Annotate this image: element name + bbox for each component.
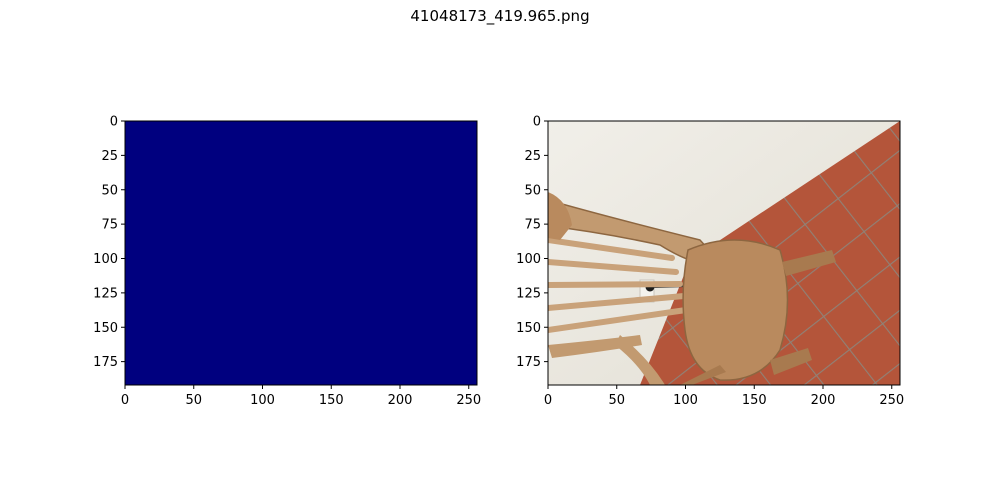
chair-top-post — [548, 192, 572, 240]
right-x-tick-label: 150 — [742, 393, 767, 408]
left-x-tick-label: 100 — [250, 393, 275, 408]
right-x-tick-label: 250 — [879, 393, 904, 408]
left-y-tick-label: 0 — [110, 115, 118, 130]
left-x-tick-label: 0 — [121, 393, 129, 408]
right-y-tick-label: 175 — [516, 355, 541, 370]
right-y-tick-label: 100 — [516, 252, 541, 267]
left-y-tick-label: 150 — [93, 321, 118, 336]
right-x-tick-label: 200 — [811, 393, 836, 408]
left-axes-frame — [124, 120, 478, 386]
left-y-tick-label: 175 — [93, 355, 118, 370]
right-y-tick-label: 25 — [524, 149, 541, 164]
left-y-tick-label: 125 — [93, 286, 118, 301]
chair-front-leg — [680, 365, 726, 385]
right-x-tick-label: 50 — [608, 393, 625, 408]
left-x-tick-label: 200 — [388, 393, 413, 408]
chair-leg-right — [782, 250, 836, 276]
right-y-tick-label: 125 — [516, 286, 541, 301]
chair-leg-bottom — [770, 348, 812, 375]
left-x-tick-label: 50 — [185, 393, 202, 408]
panel-right-photo: 0 50 100 150 200 250 0 25 50 75 100 125 150 175 — [516, 115, 904, 409]
left-x-tick-label: 150 — [319, 393, 344, 408]
right-y-tick-label: 75 — [524, 218, 541, 233]
left-y-tick-label: 75 — [101, 218, 118, 233]
panel-left-heatmap: 0 50 100 150 200 250 0 25 50 75 100 125 150 175 — [93, 115, 481, 409]
chair-spindles — [548, 237, 689, 333]
chair-stretcher — [548, 335, 642, 358]
left-y-tick-label: 50 — [101, 183, 118, 198]
right-axes-frame — [547, 120, 901, 386]
left-y-tick-label: 25 — [101, 149, 118, 164]
right-y-tick-label: 50 — [524, 183, 541, 198]
chair-photo — [548, 121, 900, 385]
right-x-tick-label: 0 — [544, 393, 552, 408]
figure-title: 41048173_419.965.png — [410, 7, 590, 25]
chair-leg-left — [615, 335, 665, 385]
heatmap-fill — [125, 121, 477, 385]
left-y-tick-label: 100 — [93, 252, 118, 267]
chair-seat — [682, 239, 789, 381]
right-y-tick-label: 0 — [533, 115, 541, 130]
left-x-tick-label: 250 — [456, 393, 481, 408]
right-y-tick-label: 150 — [516, 321, 541, 336]
right-x-tick-label: 100 — [673, 393, 698, 408]
